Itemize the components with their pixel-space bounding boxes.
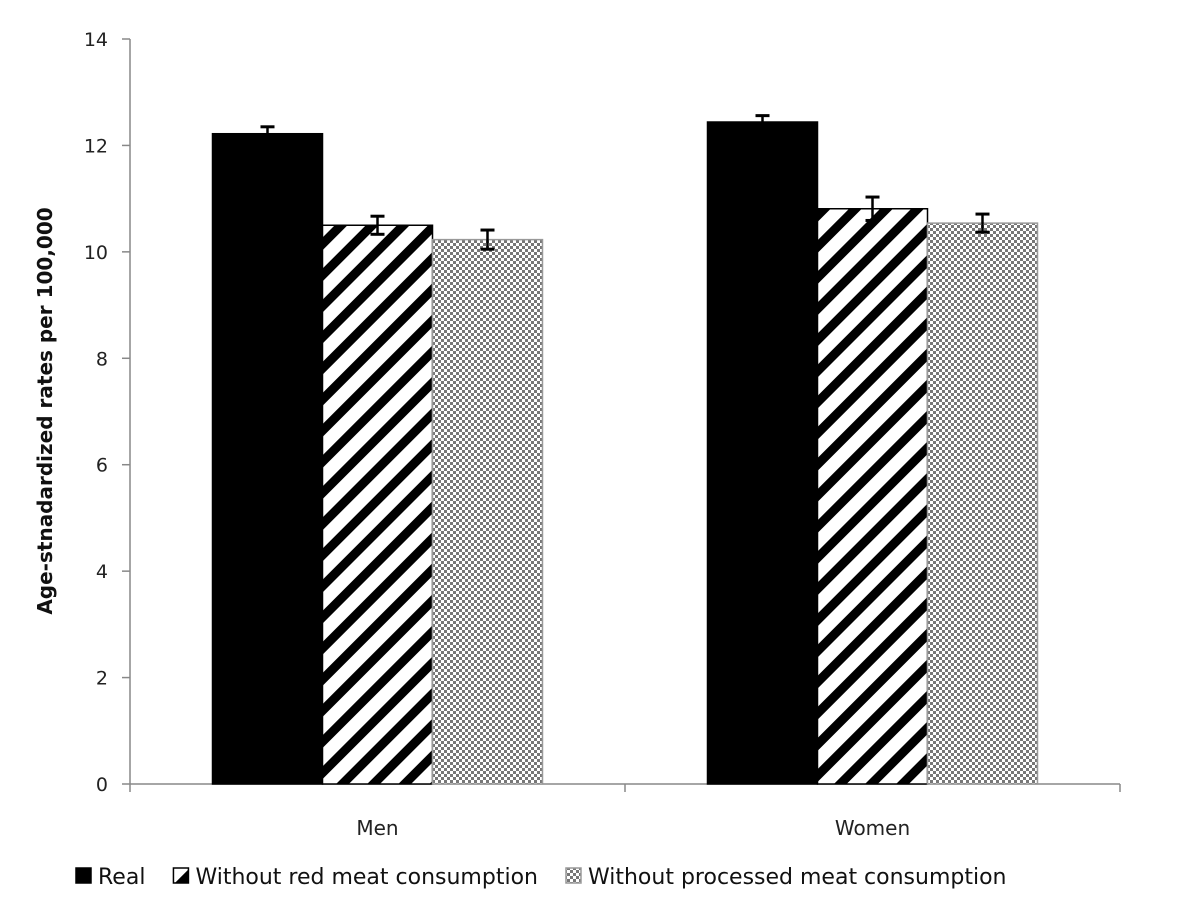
legend-swatch: [75, 867, 92, 884]
y-axis-label: Age-stnadardized rates per 100,000: [33, 207, 57, 614]
y-tick-label: 4: [96, 561, 108, 583]
bar: [321, 224, 434, 785]
y-tick-label: 12: [84, 135, 108, 157]
legend-label: Real: [98, 865, 145, 890]
bars: [211, 114, 1039, 785]
bar: [211, 132, 324, 785]
legend-swatch: [565, 867, 582, 884]
bar: [926, 222, 1039, 785]
bar: [431, 238, 544, 785]
y-tick-label: 0: [96, 774, 108, 796]
legend-label: Without processed meat consumption: [588, 865, 1007, 890]
y-tick-label: 2: [96, 668, 108, 690]
x-tick-label: Men: [356, 816, 398, 840]
y-tick-label: 6: [96, 455, 108, 477]
y-tick-label: 8: [96, 348, 108, 370]
y-tick-label: 10: [84, 242, 108, 264]
legend-swatch: [172, 867, 190, 884]
axes: 0 2 4 6 8 10 12 14 Men Women: [84, 29, 1121, 840]
y-tick-label: 14: [84, 29, 108, 51]
bar: [816, 208, 929, 785]
x-tick-label: Women: [835, 816, 910, 840]
legend-label: Without red meat consumption: [195, 865, 538, 890]
legend: Real Without red meat consumption Without …: [75, 865, 1007, 890]
bar: [706, 121, 819, 785]
